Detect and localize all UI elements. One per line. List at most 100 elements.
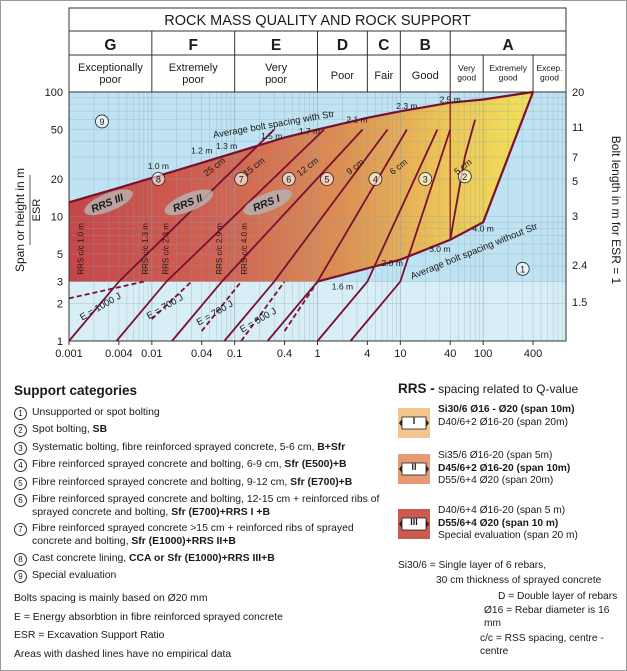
- class-name: Very: [265, 62, 288, 74]
- legend-text-plain: Spot bolting,: [32, 424, 93, 436]
- y-tick-label: 50: [51, 124, 63, 136]
- rrs-swatch-label: II: [411, 462, 417, 472]
- rrs-ellipse: [84, 189, 133, 216]
- class-letter-B: B: [420, 37, 431, 54]
- bolt-spacing-with-label: 2.1 m: [346, 114, 367, 124]
- rrs-spec-line: D40/6+2 Ø16-20 (span 20m): [438, 416, 568, 428]
- note-line: Bolts spacing is mainly based on Ø20 mm: [14, 593, 208, 604]
- legend-number-badge: 8: [14, 552, 27, 566]
- zone-circle-5: [320, 172, 334, 186]
- y-tick-label: 1: [57, 336, 63, 348]
- rrs-title-bold: RRS -: [398, 381, 435, 396]
- legend-text: Spot bolting, SB: [32, 423, 384, 436]
- legend-item: 8 Cast concrete lining, CCA or Sfr (E1000…: [14, 552, 384, 566]
- legend-number-badge: 6: [14, 493, 27, 507]
- zone-circle-4: [368, 172, 383, 186]
- rrs-title: RRS - spacing related to Q-value: [398, 381, 578, 396]
- support-boundary-2: [171, 128, 364, 342]
- support-categories-legend: 1 Unsupported or spot bolting 2 Spot boltin…: [14, 406, 384, 587]
- legend-item: 2 Spot bolting, SB: [14, 423, 384, 438]
- zone-number: 4: [373, 175, 378, 185]
- legend-item: 5 Fibre reinforced sprayed concrete and b…: [14, 476, 384, 490]
- energy-dashed-line-3: [240, 281, 286, 342]
- legend-text: Fibre reinforced sprayed concrete >15 cm…: [32, 522, 384, 548]
- legend-text-plain: Unsupported or spot bolting: [32, 407, 160, 418]
- legend-text-plain: Fibre reinforced sprayed concrete and bo…: [32, 493, 380, 518]
- zone-number: 7: [239, 175, 244, 185]
- rrs-swatch: II: [398, 454, 430, 484]
- bolt-spacing-without-label: 2.0 m: [382, 258, 403, 268]
- y-axis-subtitle: ESR: [31, 199, 43, 222]
- notes: Bolts spacing is mainly based on Ø20 mm E…: [14, 592, 283, 666]
- class-name: Extremely: [169, 62, 218, 74]
- y-right-tick-label: 1.5: [572, 297, 587, 309]
- x-tick-label: 400: [524, 348, 542, 360]
- support-boundary-0: [68, 128, 275, 342]
- class-letter-A: A: [503, 37, 514, 54]
- rrs-spacing-label: RRS c/c 1.3 m: [141, 223, 150, 275]
- x-tick-label: 0.1: [227, 348, 242, 360]
- bolt-spacing-without-label: 1.6 m: [332, 281, 353, 291]
- x-tick-label: 0.001: [55, 348, 83, 360]
- y-tick-label: 100: [45, 87, 63, 99]
- class-name: Poor: [331, 70, 355, 82]
- legend-text-plain: Fibre reinforced sprayed concrete and bo…: [32, 459, 285, 471]
- support-boundary-7: [449, 119, 476, 240]
- legend-text: Cast concrete lining, CCA or Sfr (E1000)…: [32, 552, 384, 565]
- legend-text-plain: Special evaluation: [32, 570, 117, 582]
- legend-text-code: Sfr (E1000)+RRS II+B: [131, 536, 236, 548]
- class-name: Fair: [374, 70, 393, 82]
- x-tick-label: 100: [474, 348, 492, 360]
- note-line: ESR = Excavation Support Ratio: [14, 630, 165, 641]
- y-tick-label: 20: [51, 174, 63, 186]
- rrs-definition: Si30/6 = Single layer of 6 rebars,: [398, 560, 547, 571]
- legend-text: Fibre reinforced sprayed concrete and bo…: [32, 476, 384, 489]
- rrs-box: III D40/6+4 Ø16-20 (span 5 m) D55/6+4 Ø20 …: [398, 505, 613, 549]
- rrs-definition: D = Double layer of rebars: [498, 590, 618, 602]
- rrs-swatch-label: I: [412, 416, 416, 426]
- note-line: Areas with dashed lines have no empirica…: [14, 648, 232, 660]
- zone-number: 1: [520, 264, 525, 274]
- y-right-axis-title: Bolt length in m for ESR = 1: [609, 136, 623, 285]
- rrs-definitions: Si30/6 = Single layer of 6 rebars, 30 cm …: [398, 560, 618, 661]
- legend-number-badge: 5: [14, 476, 27, 490]
- rrs-spec-line: D45/6+2 Ø16-20 (span 10m): [438, 462, 571, 474]
- y-tick-label: 2: [57, 299, 63, 311]
- rrs-title-rest: spacing related to Q-value: [434, 382, 579, 396]
- rrs-box: II Si35/6 Ø16-20 (span 5m) D45/6+2 Ø16-20 …: [398, 450, 613, 494]
- x-tick-label: 1: [314, 348, 320, 360]
- chart-title: ROCK MASS QUALITY AND ROCK SUPPORT: [164, 13, 471, 29]
- legend-text: Systematic bolting, fibre reinforced spr…: [32, 441, 384, 454]
- y-right-tick-label: 2.4: [572, 260, 587, 272]
- legend-text-code: Sfr (E500)+B: [284, 459, 347, 471]
- y-tick-label: 5: [57, 249, 63, 261]
- rrs-spacing-label: RRS c/c 2.9 m: [215, 223, 224, 275]
- class-name: good: [499, 73, 518, 83]
- x-tick-label: 0.004: [105, 348, 133, 360]
- zone-circle-3: [418, 172, 433, 186]
- rrs-ellipse: [164, 189, 214, 216]
- zone-number: 6: [286, 175, 291, 185]
- legend-text-code: Sfr (E700)+B: [290, 476, 353, 488]
- legend-item: 4 Fibre reinforced sprayed concrete and b…: [14, 458, 384, 473]
- legend-text: Unsupported or spot bolting: [32, 406, 384, 419]
- zone-circle-9: [95, 114, 109, 129]
- rrs-spec-lines: D40/6+4 Ø16-20 (span 5 m) D55/6+4 Ø20 (sp…: [438, 505, 578, 543]
- legend-item: 9 Special evaluation: [14, 569, 384, 584]
- legend-text-code: Sfr (E700)+RRS I +B: [171, 506, 270, 518]
- legend-number-badge: 2: [14, 424, 27, 438]
- class-letter-G: G: [104, 37, 116, 54]
- support-boundary-5: [316, 129, 439, 342]
- class-letter-D: D: [337, 37, 348, 54]
- class-name: Extremely: [489, 63, 528, 73]
- x-tick-label: 0.04: [191, 348, 212, 360]
- support-boundary-3: [223, 128, 389, 342]
- class-name: Very: [458, 63, 476, 73]
- bolt-spacing-with-label: 2.3 m: [396, 101, 417, 111]
- class-letter-E: E: [271, 37, 281, 54]
- class-name: good: [540, 73, 559, 83]
- rrs-spec-line: D55/6+4 Ø20 (span 10 m): [438, 517, 559, 529]
- bolt-spacing-with-label: 1.7 m: [299, 126, 320, 136]
- legend-text-plain: Fibre reinforced sprayed concrete >15 cm…: [32, 523, 354, 548]
- rrs-spec-line: D40/6+4 Ø16-20 (span 5 m): [438, 505, 566, 516]
